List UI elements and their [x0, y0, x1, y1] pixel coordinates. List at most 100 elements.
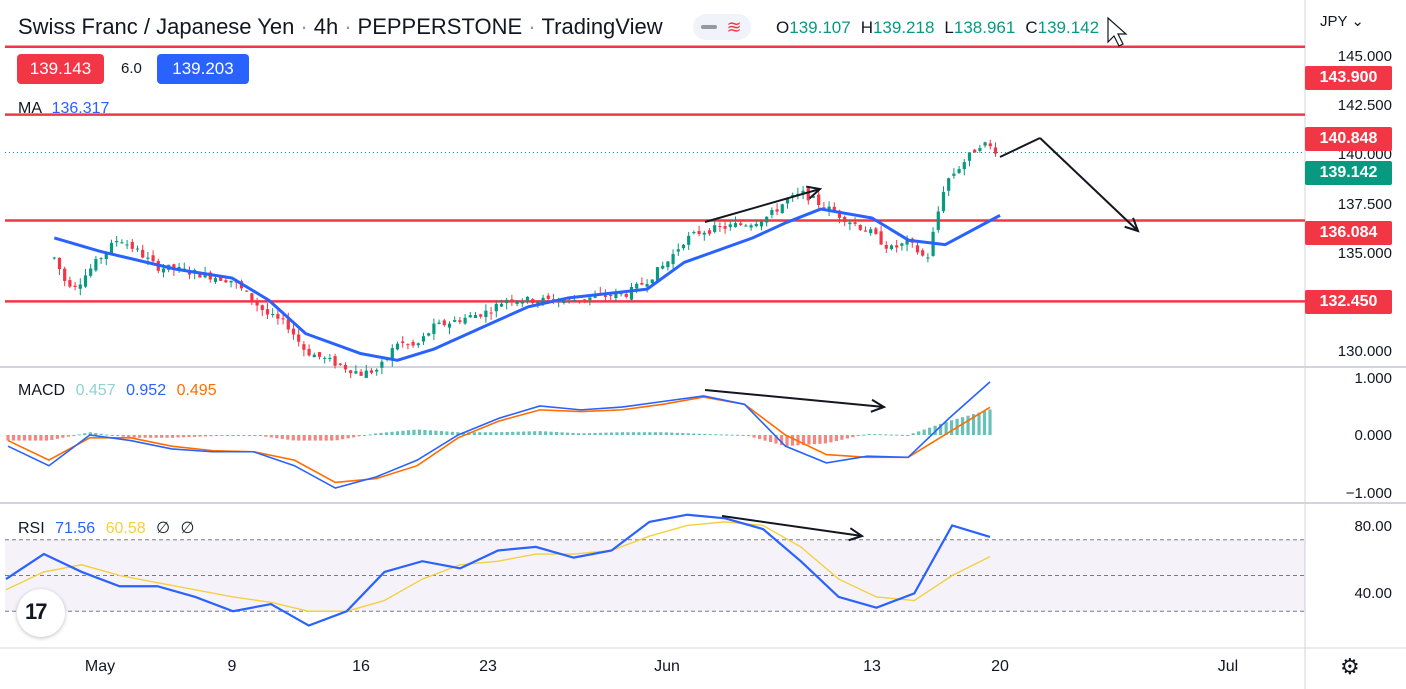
macd-histogram-bar: [538, 431, 542, 435]
macd-histogram-bar: [439, 431, 443, 435]
macd-histogram-bar: [187, 435, 191, 438]
macd-histogram-bar: [527, 431, 531, 435]
candle-body: [988, 143, 992, 147]
candle-body: [785, 198, 790, 204]
candle-body: [806, 188, 810, 201]
rsi-band-fill: [5, 539, 1305, 612]
candle-body: [765, 216, 769, 223]
candle-body: [926, 257, 930, 259]
time-axis-label: 13: [863, 658, 881, 675]
macd-histogram-bar: [686, 433, 690, 435]
currency-selector[interactable]: JPY ⌄: [1320, 12, 1364, 30]
candle-body: [837, 210, 842, 218]
macd-histogram-bar: [768, 435, 773, 443]
candle-body: [848, 222, 852, 225]
macd-histogram-bar: [225, 435, 230, 436]
rsi-legend[interactable]: RSI 71.56 60.58 ∅ ∅: [18, 518, 194, 538]
macd-histogram-bar: [801, 435, 806, 445]
macd-histogram-bar: [812, 435, 817, 445]
candle-body: [343, 364, 348, 370]
mouse-pointer-icon: [1107, 16, 1128, 47]
candle-body: [328, 357, 332, 359]
candle-body: [146, 257, 150, 259]
candle-body: [915, 245, 920, 253]
ma-name: MA: [18, 100, 42, 117]
candle-body: [640, 283, 644, 285]
macd-histogram-bar: [55, 435, 59, 439]
macd-histogram-bar: [17, 435, 21, 441]
gear-icon[interactable]: ⚙: [1340, 654, 1360, 679]
time-axis-label: 16: [352, 658, 370, 675]
logo-mark: 17: [25, 599, 48, 624]
macd-histogram-bar: [198, 435, 202, 437]
time-axis-label: Jul: [1217, 658, 1239, 675]
high-key: H: [860, 18, 873, 37]
title-separator: ·: [300, 14, 308, 39]
candle-body: [770, 210, 774, 215]
level-tag-136084[interactable]: 136.084: [1305, 221, 1392, 245]
macd-histogram-bar: [988, 409, 992, 435]
macd-axis-label: 0.000: [1354, 427, 1392, 444]
candle-body: [879, 231, 883, 245]
chart-mode-toggle[interactable]: ≋: [693, 14, 751, 40]
candle-body: [52, 257, 56, 259]
candle-body: [983, 142, 987, 146]
macd-histogram-bar: [275, 435, 279, 439]
macd-legend[interactable]: MACD 0.457 0.952 0.495: [18, 382, 217, 400]
macd-histogram-bar: [209, 435, 213, 437]
macd-signal-value: 0.495: [176, 382, 217, 399]
macd-histogram-bar: [928, 427, 932, 435]
macd-histogram-bar: [456, 432, 460, 435]
level-tag-132450[interactable]: 132.450: [1305, 290, 1392, 314]
macd-histogram-bar: [642, 432, 646, 435]
candle-body: [817, 194, 821, 206]
macd-histogram-bar: [203, 435, 208, 437]
tradingview-logo-icon[interactable]: 17: [17, 589, 65, 637]
candle-body: [863, 230, 868, 232]
macd-histogram-bar: [22, 435, 27, 441]
macd-histogram-bar: [478, 432, 482, 435]
candle-body: [390, 348, 394, 361]
candle-body: [219, 276, 223, 281]
macd-histogram-bar: [906, 434, 910, 436]
time-axis-label: May: [84, 658, 116, 675]
macd-divergence-arrow: [704, 389, 885, 408]
rsi-extra-2: ∅: [180, 520, 195, 537]
macd-histogram-bar: [264, 435, 268, 437]
ma-legend[interactable]: MA 136.317: [18, 100, 109, 118]
buy-price-button[interactable]: 139.203: [157, 54, 249, 84]
candle-body: [198, 271, 202, 278]
rsi-divergence-arrow-head: [848, 527, 865, 542]
macd-histogram-bar: [412, 429, 416, 435]
candle-body: [713, 225, 717, 232]
candle-body: [297, 334, 301, 342]
macd-histogram-bar: [423, 429, 427, 435]
platform: TradingView: [541, 14, 663, 39]
candle-body: [832, 206, 836, 212]
macd-histogram-bar: [692, 433, 696, 435]
macd-signal-line: [7, 396, 991, 484]
candle-body: [57, 257, 62, 270]
candle-body: [572, 299, 576, 301]
symbol-title[interactable]: Swiss Franc / Japanese Yen · 4h · PEPPERSTON…: [18, 14, 663, 40]
candle-body: [406, 344, 410, 346]
sell-price-button[interactable]: 139.143: [17, 54, 104, 84]
macd-histogram-bar: [774, 435, 778, 444]
macd-histogram-bar: [313, 435, 317, 441]
macd-histogram-bar: [971, 414, 976, 435]
macd-histogram-bar: [757, 435, 762, 440]
macd-histogram-bar: [143, 435, 147, 438]
level-tag-143900[interactable]: 143.900: [1305, 66, 1392, 90]
macd-histogram-bar: [560, 432, 564, 435]
macd-histogram-bar: [511, 431, 515, 435]
level-tag-140848[interactable]: 140.848: [1305, 127, 1392, 151]
symbol-name: Swiss Franc / Japanese Yen: [18, 14, 295, 39]
rsi-axis-label: 40.00: [1354, 585, 1392, 602]
macd-histogram-bar: [730, 434, 734, 436]
candle-body: [884, 244, 888, 249]
candle-body: [978, 148, 982, 151]
candle-body: [359, 371, 363, 376]
candle-body: [941, 191, 946, 212]
candle-body: [702, 232, 706, 235]
